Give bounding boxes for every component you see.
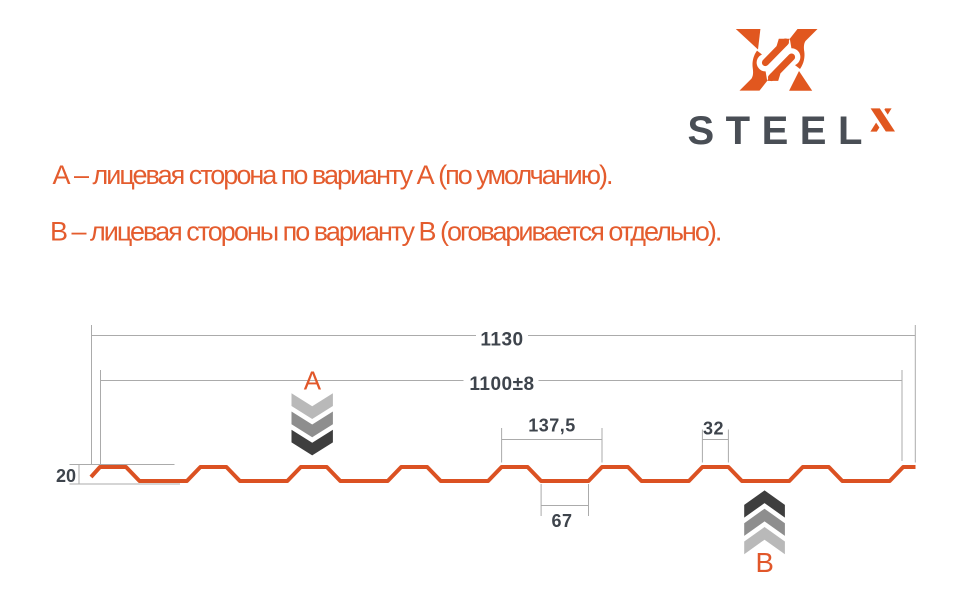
svg-text:1130: 1130 [480, 330, 523, 351]
svg-text:A: A [304, 366, 322, 396]
svg-text:20: 20 [56, 466, 76, 486]
svg-text:67: 67 [551, 511, 572, 531]
svg-text:137,5: 137,5 [528, 416, 576, 436]
svg-text:32: 32 [703, 419, 724, 439]
svg-text:В – лицевая стороны по вариант: В – лицевая стороны по варианту В (огова… [50, 217, 721, 247]
svg-text:А – лицевая сторона по вариант: А – лицевая сторона по варианту А (по ум… [53, 160, 612, 190]
svg-text:STEEL: STEEL [688, 109, 874, 153]
svg-text:1100±8: 1100±8 [469, 374, 534, 395]
svg-text:B: B [756, 547, 774, 578]
